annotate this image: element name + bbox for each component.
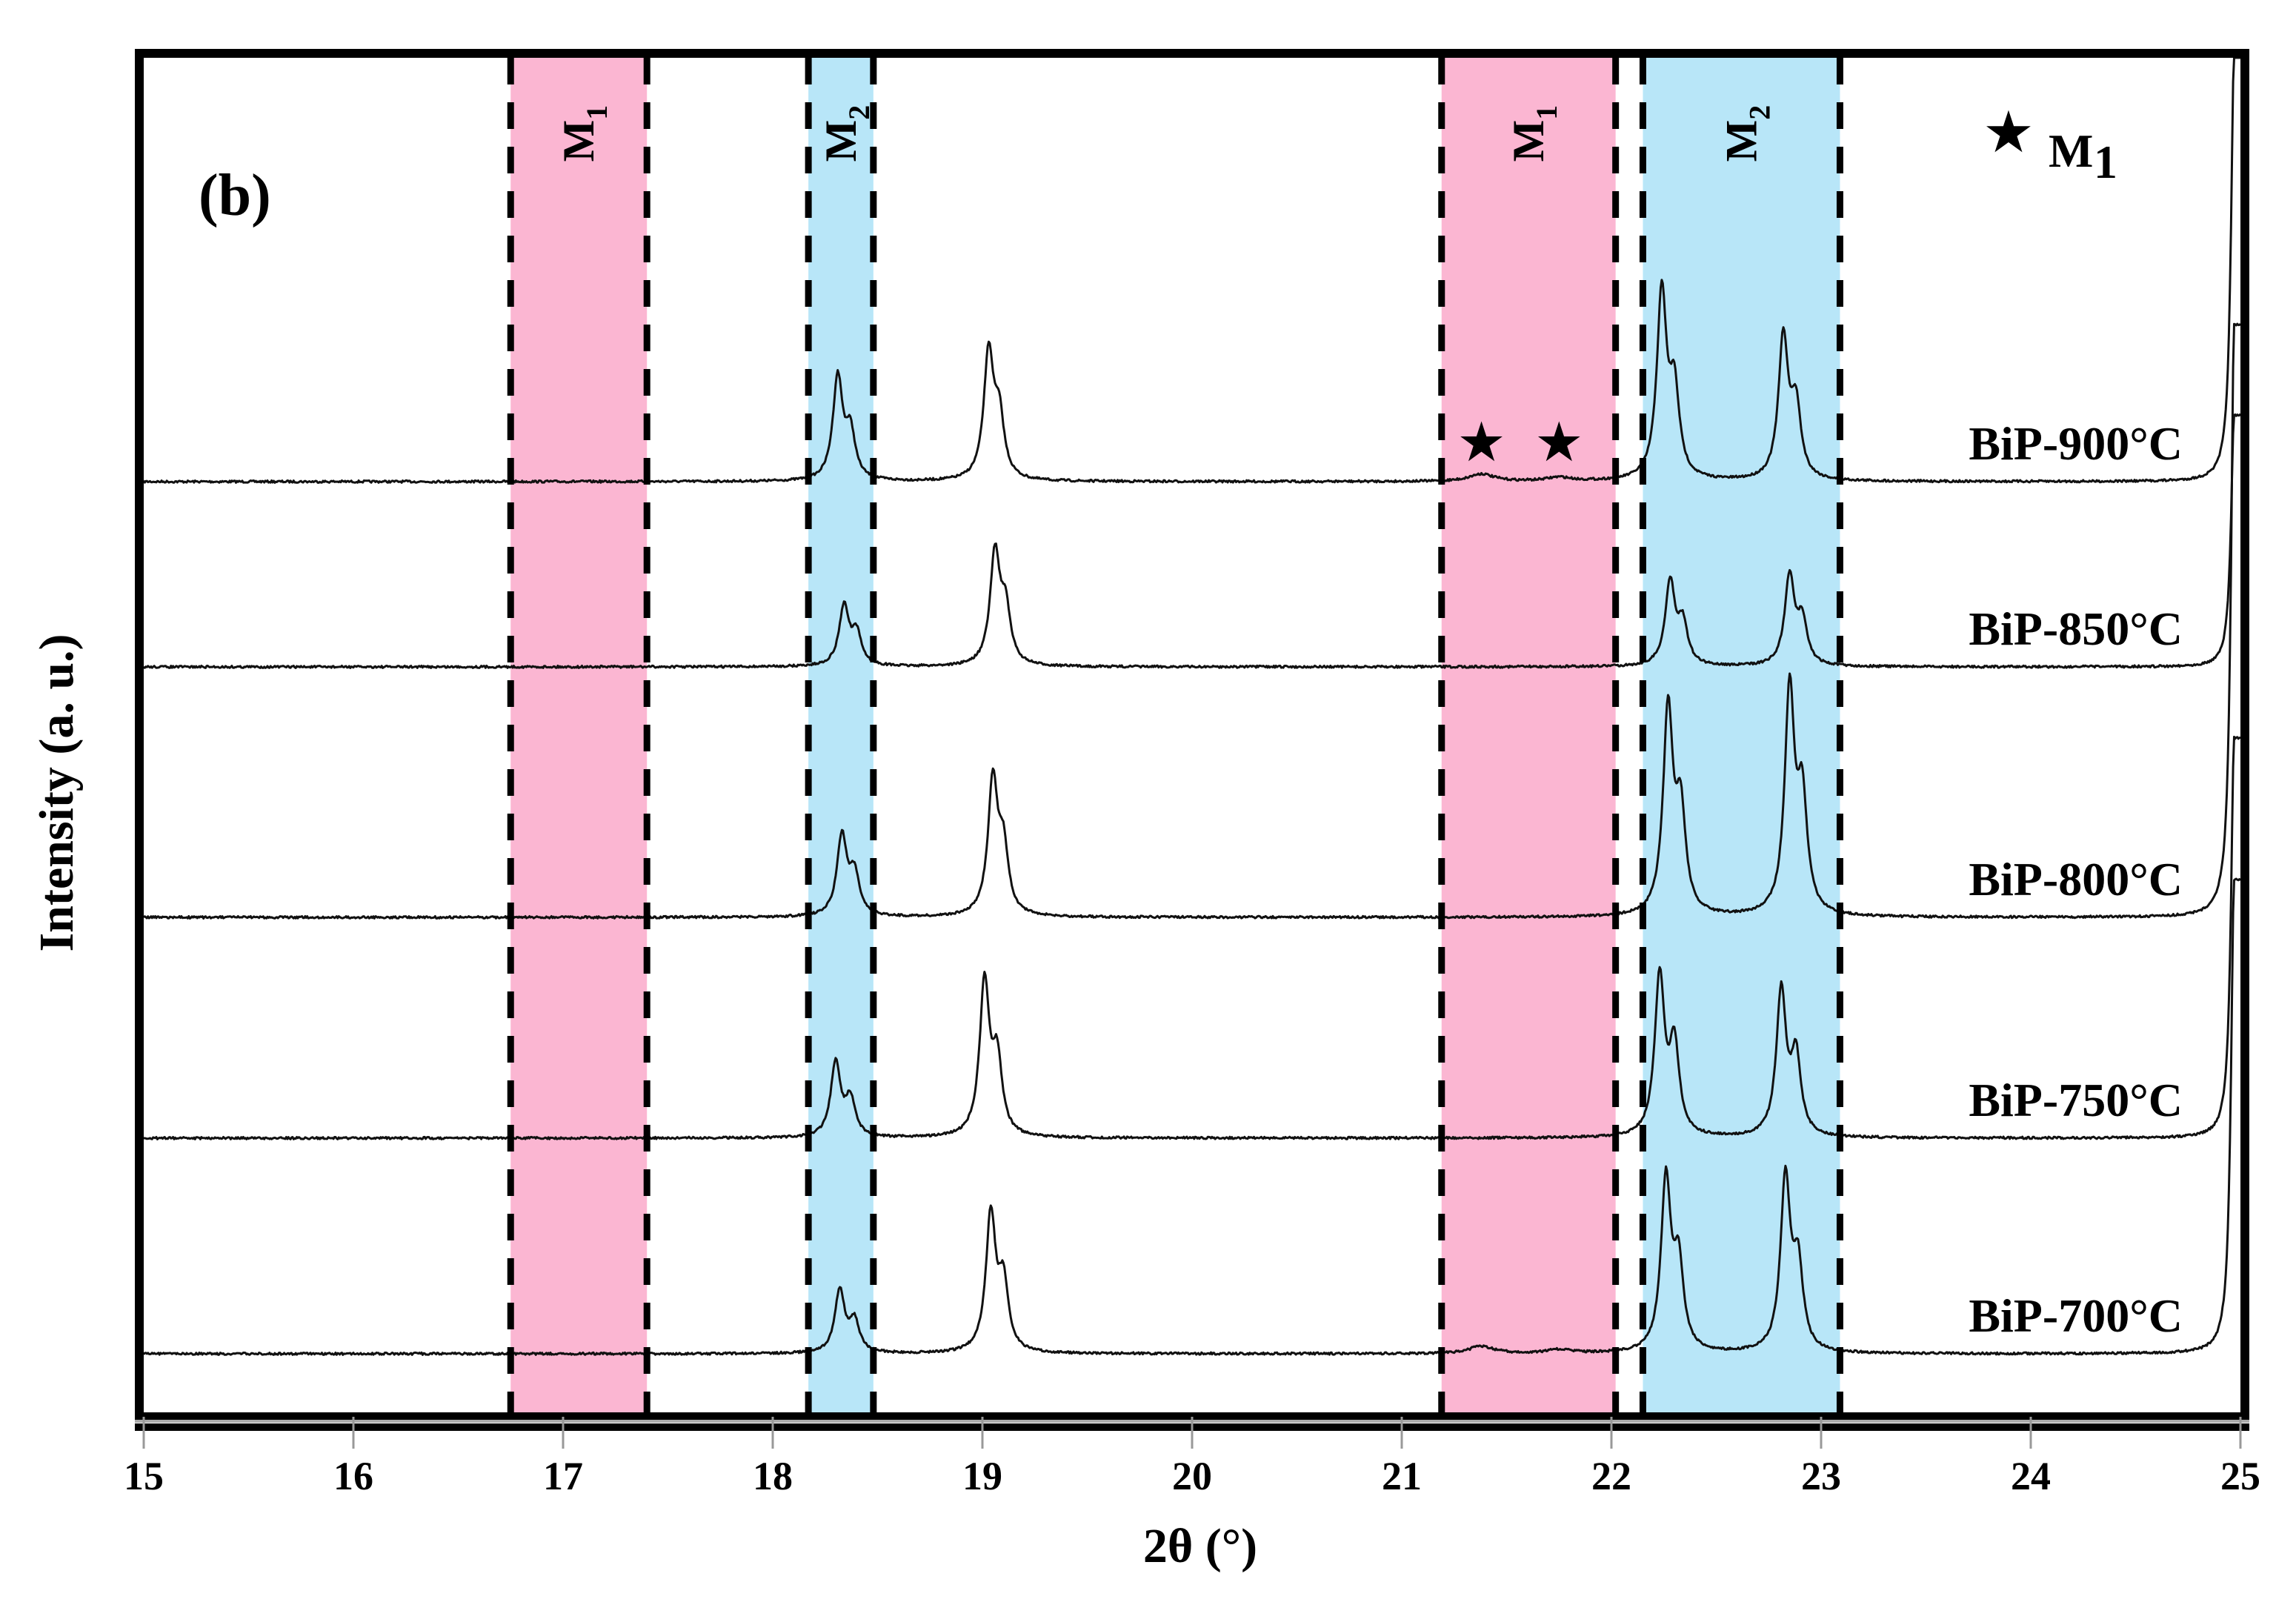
trace-bip-800-c xyxy=(142,322,2242,920)
series-label: BiP-900°C xyxy=(1969,417,2183,470)
star-annotations: ★ ★ xyxy=(1457,413,1583,473)
x-tick-label: 15 xyxy=(124,1454,164,1498)
shaded-region-m1 xyxy=(510,58,648,1412)
x-tick-label: 19 xyxy=(962,1454,1002,1498)
legend-label-subscript: 1 xyxy=(2094,136,2117,188)
x-axis-title: 2θ (°) xyxy=(1143,1519,1257,1573)
legend: ★ M 1 xyxy=(1983,100,2117,188)
shaded-region-m1 xyxy=(1441,58,1616,1412)
x-tick-label: 16 xyxy=(333,1454,373,1498)
trace-bip-850-c xyxy=(142,413,2242,669)
trace-bip-700-c xyxy=(142,877,2242,1356)
series-label: BiP-750°C xyxy=(1969,1074,2183,1126)
series-label: BiP-800°C xyxy=(1969,853,2183,905)
trace-bip-900-c xyxy=(142,56,2241,484)
plot-frame xyxy=(135,49,2249,1421)
shaded-region-borders xyxy=(507,58,1843,1417)
shaded-region-m2 xyxy=(1643,58,1840,1412)
shaded-region-m2 xyxy=(808,58,874,1412)
xrd-traces xyxy=(142,56,2242,1356)
shaded-regions xyxy=(510,58,1840,1412)
x-tick-label: 22 xyxy=(1591,1454,1631,1498)
x-axis-ticks: 15 16 17 18 19 20 21 22 23 24 25 xyxy=(124,1417,2260,1498)
trace-bip-750-c xyxy=(143,735,2241,1140)
series-label: BiP-850°C xyxy=(1969,602,2183,655)
legend-label: M xyxy=(2049,124,2093,177)
x-tick-label: 21 xyxy=(1382,1454,1422,1498)
star-icon: ★ xyxy=(1457,413,1505,473)
star-icon: ★ xyxy=(1983,100,2034,165)
x-tick-label: 18 xyxy=(753,1454,793,1498)
x-tick-label: 17 xyxy=(543,1454,583,1498)
x-tick-label: 23 xyxy=(1801,1454,1841,1498)
series-label: BiP-700°C xyxy=(1969,1289,2183,1342)
series-labels: BiP-900°C BiP-850°C BiP-800°C BiP-750°C BiP-… xyxy=(1969,417,2183,1342)
x-tick-label: 25 xyxy=(2220,1454,2260,1498)
x-tick-label: 24 xyxy=(2011,1454,2051,1498)
y-axis-title: Intensity (a. u.) xyxy=(30,634,84,951)
panel-label: (b) xyxy=(199,163,271,228)
star-icon: ★ xyxy=(1534,413,1583,473)
x-tick-label: 20 xyxy=(1172,1454,1212,1498)
